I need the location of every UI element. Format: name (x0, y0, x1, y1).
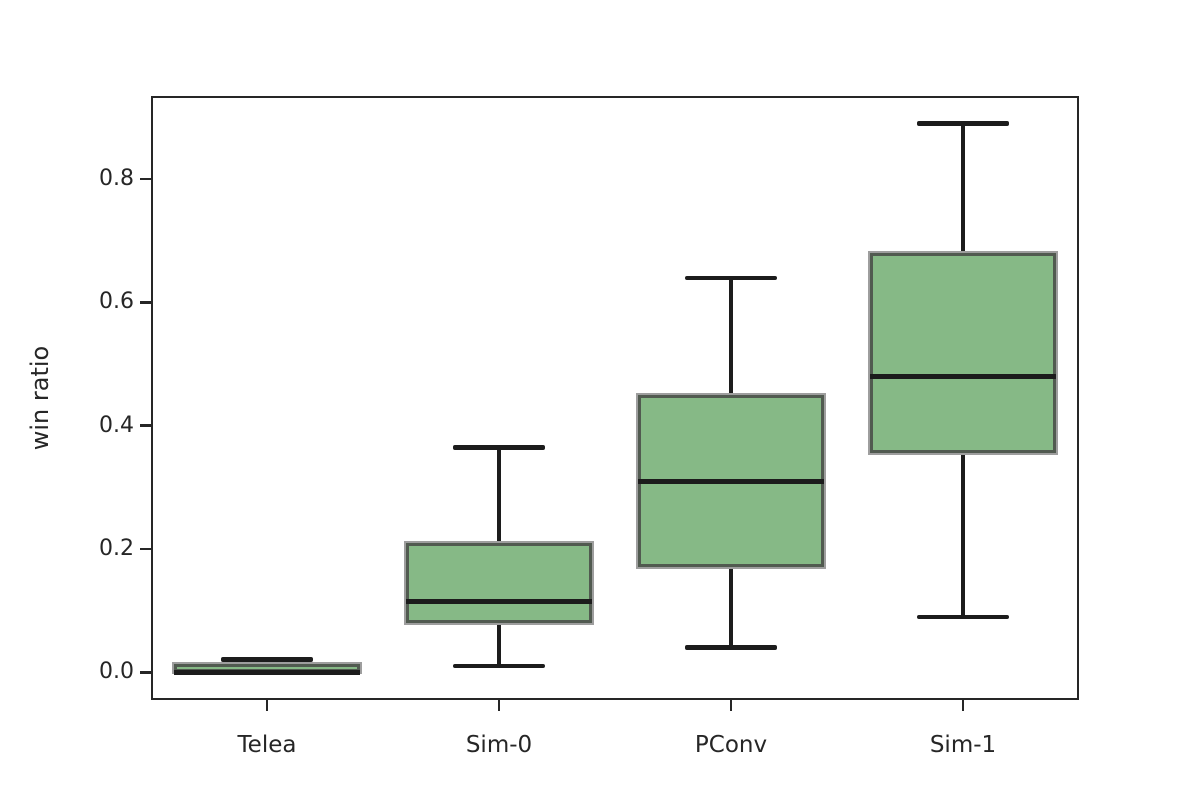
box-sim-0 (406, 542, 592, 623)
upper-whisker-line (497, 447, 501, 543)
lower-whisker-cap (916, 614, 1010, 620)
upper-whisker-cap (220, 657, 314, 662)
lower-whisker-cap (684, 645, 778, 650)
upper-whisker-cap (684, 275, 778, 281)
y-tick-label: 0.2 (99, 536, 134, 561)
lower-whisker-line (497, 622, 501, 667)
x-tick-label: Sim-0 (465, 732, 533, 758)
upper-whisker-cap (916, 121, 1010, 126)
x-tick-mark (961, 700, 965, 711)
upper-whisker-cap (452, 445, 546, 450)
x-tick-mark (265, 700, 269, 711)
median-line (638, 478, 824, 484)
median-line (406, 598, 592, 604)
x-tick-label: PConv (694, 732, 768, 758)
upper-whisker-line (961, 123, 965, 254)
x-tick-mark (729, 700, 733, 711)
y-tick-label: 0.6 (99, 289, 134, 315)
median-line (870, 373, 1056, 379)
lower-whisker-line (729, 567, 733, 648)
y-tick-label: 0.4 (99, 412, 134, 438)
upper-whisker-line (265, 659, 269, 665)
y-tick-label: 0.8 (99, 166, 134, 192)
y-tick-mark (140, 424, 151, 427)
x-tick-label: Telea (237, 732, 297, 758)
lower-whisker-cap (452, 663, 546, 669)
median-line (174, 669, 360, 675)
y-tick-mark (140, 547, 151, 551)
y-axis-title: win ratio (26, 345, 54, 451)
y-tick-mark (140, 301, 151, 304)
y-tick-label: 0.0 (99, 659, 134, 685)
lower-whisker-line (961, 453, 965, 617)
x-tick-mark (497, 700, 501, 711)
y-tick-mark (140, 177, 151, 181)
y-tick-mark (140, 671, 151, 674)
x-tick-label: Sim-1 (929, 732, 997, 758)
upper-whisker-line (729, 277, 733, 395)
box-sim-1 (870, 253, 1056, 454)
